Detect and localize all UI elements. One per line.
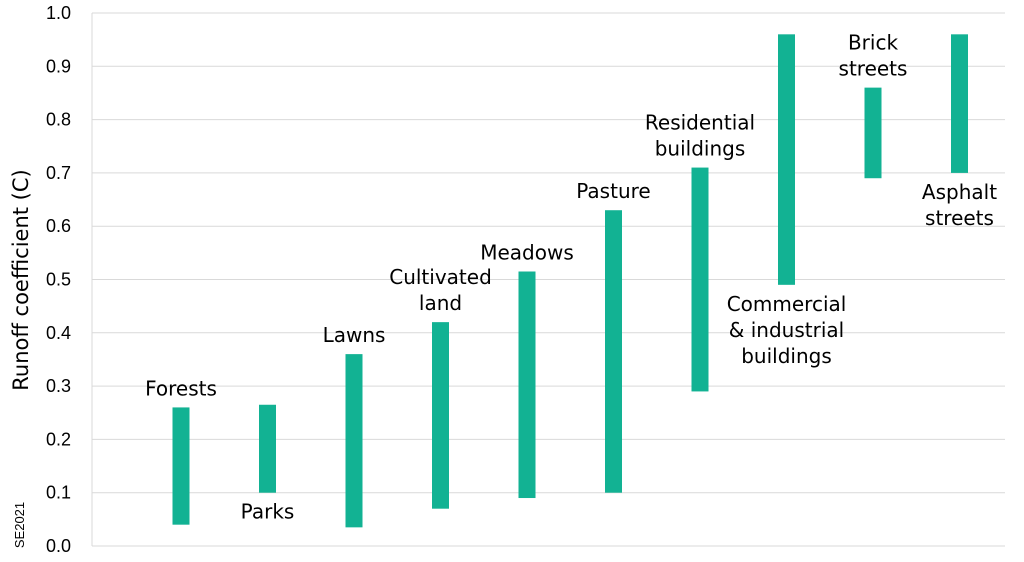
- y-tick-label: 1.0: [46, 3, 71, 23]
- category-label: Pasture: [576, 179, 650, 203]
- y-axis-title: Runoff coefficient (C): [9, 169, 33, 390]
- range-bar: [864, 87, 882, 179]
- category-label: Forests: [145, 376, 217, 400]
- y-axis-tick-labels: 0.0 0.1 0.2 0.3 0.4 0.5 0.6 0.7 0.8 0.9 1.0: [46, 3, 71, 556]
- watermark: SE2021: [12, 502, 27, 548]
- y-tick-label: 0.1: [46, 483, 71, 503]
- y-tick-label: 0.5: [46, 270, 71, 290]
- range-bar: [432, 322, 449, 509]
- category-label: Parks: [241, 500, 295, 524]
- range-bar: [518, 271, 536, 499]
- y-tick-label: 0.3: [46, 376, 71, 396]
- category-label: Cultivated land: [389, 265, 492, 315]
- y-tick-label: 0.7: [46, 163, 71, 183]
- category-label: Brick streets: [839, 31, 908, 81]
- gridlines: [91, 12, 1005, 547]
- range-bar: [691, 167, 709, 392]
- y-tick-label: 0.4: [46, 323, 71, 343]
- category-label: Lawns: [323, 323, 386, 347]
- y-tick-label: 0.6: [46, 216, 71, 236]
- y-tick-label: 0.0: [46, 536, 71, 556]
- range-bar: [605, 210, 622, 493]
- range-bar: [172, 407, 190, 525]
- range-bar: [259, 404, 276, 493]
- y-tick-label: 0.9: [46, 56, 71, 76]
- category-label: Commercial & industrial buildings: [727, 292, 847, 368]
- y-tick-label: 0.8: [46, 110, 71, 130]
- y-tick-label: 0.2: [46, 429, 71, 449]
- range-bar: [778, 34, 795, 285]
- category-label: Asphalt streets: [922, 180, 997, 230]
- range-bars: [172, 34, 968, 528]
- range-bar: [345, 354, 363, 528]
- range-bar: [951, 34, 968, 173]
- category-label: Residential buildings: [645, 111, 755, 161]
- category-label: Meadows: [480, 241, 574, 265]
